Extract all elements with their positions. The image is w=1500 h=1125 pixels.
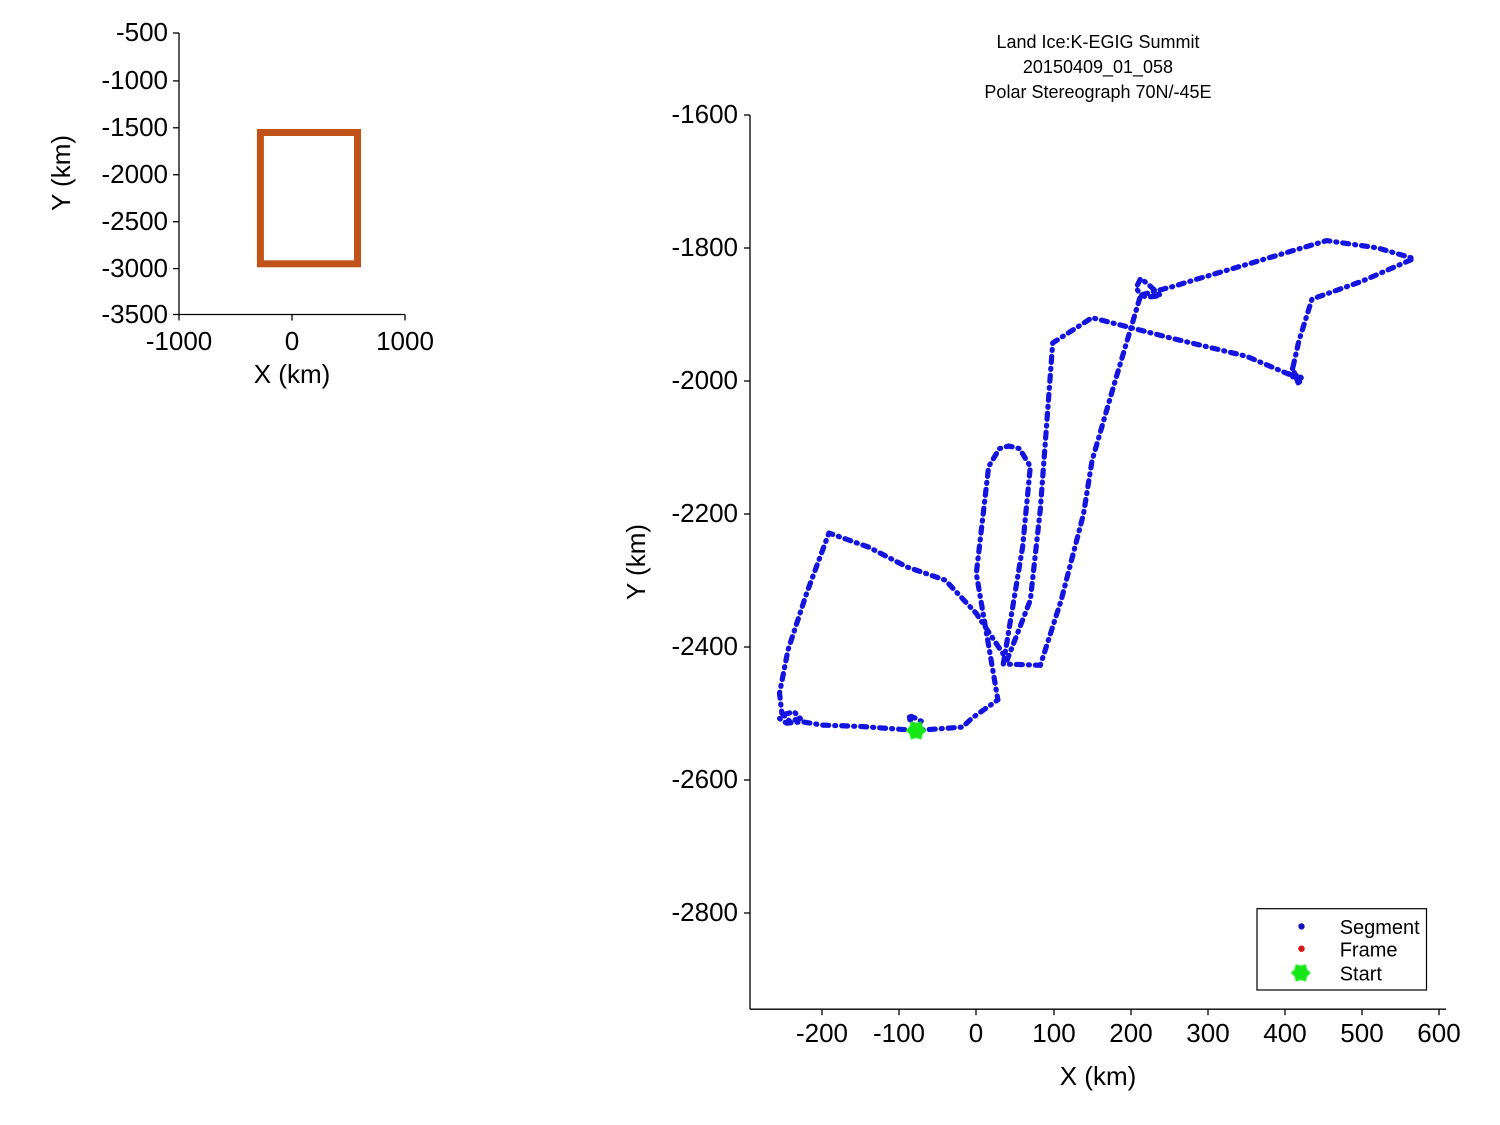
- svg-text:-2400: -2400: [672, 631, 739, 661]
- svg-text:Start: Start: [1340, 964, 1383, 986]
- svg-text:600: 600: [1417, 1018, 1460, 1048]
- svg-text:-2000: -2000: [672, 365, 739, 395]
- svg-text:Segment: Segment: [1340, 917, 1420, 939]
- svg-text:400: 400: [1263, 1018, 1306, 1048]
- svg-text:-3500: -3500: [102, 299, 169, 329]
- svg-text:-3000: -3000: [102, 253, 169, 283]
- svg-text:1000: 1000: [376, 326, 434, 356]
- svg-text:X (km): X (km): [254, 359, 331, 389]
- svg-text:-100: -100: [873, 1018, 925, 1048]
- svg-text:-1000: -1000: [146, 326, 213, 356]
- svg-text:-2600: -2600: [672, 764, 739, 794]
- svg-text:Land Ice:K-EGIG Summit: Land Ice:K-EGIG Summit: [996, 32, 1199, 52]
- svg-text:-1600: -1600: [672, 99, 739, 129]
- svg-text:Frame: Frame: [1340, 940, 1398, 962]
- svg-text:0: 0: [969, 1018, 983, 1048]
- svg-text:20150409_01_058: 20150409_01_058: [1023, 57, 1173, 78]
- svg-text:-2500: -2500: [102, 206, 169, 236]
- svg-text:200: 200: [1109, 1018, 1152, 1048]
- svg-text:Y (km): Y (km): [621, 524, 651, 600]
- svg-text:-2200: -2200: [672, 498, 739, 528]
- svg-text:-1500: -1500: [102, 112, 169, 142]
- svg-text:-500: -500: [116, 17, 168, 47]
- svg-text:300: 300: [1186, 1018, 1229, 1048]
- svg-text:-200: -200: [796, 1018, 848, 1048]
- svg-text:0: 0: [285, 326, 299, 356]
- svg-text:X (km): X (km): [1060, 1061, 1137, 1091]
- svg-text:-1800: -1800: [672, 232, 739, 262]
- svg-text:Y (km): Y (km): [46, 135, 76, 211]
- svg-text:-2000: -2000: [102, 159, 169, 189]
- svg-text:-2800: -2800: [672, 897, 739, 927]
- svg-text:Polar Stereograph 70N/-45E: Polar Stereograph 70N/-45E: [984, 82, 1211, 102]
- svg-text:100: 100: [1032, 1018, 1075, 1048]
- svg-text:500: 500: [1340, 1018, 1383, 1048]
- svg-text:-1000: -1000: [102, 65, 169, 95]
